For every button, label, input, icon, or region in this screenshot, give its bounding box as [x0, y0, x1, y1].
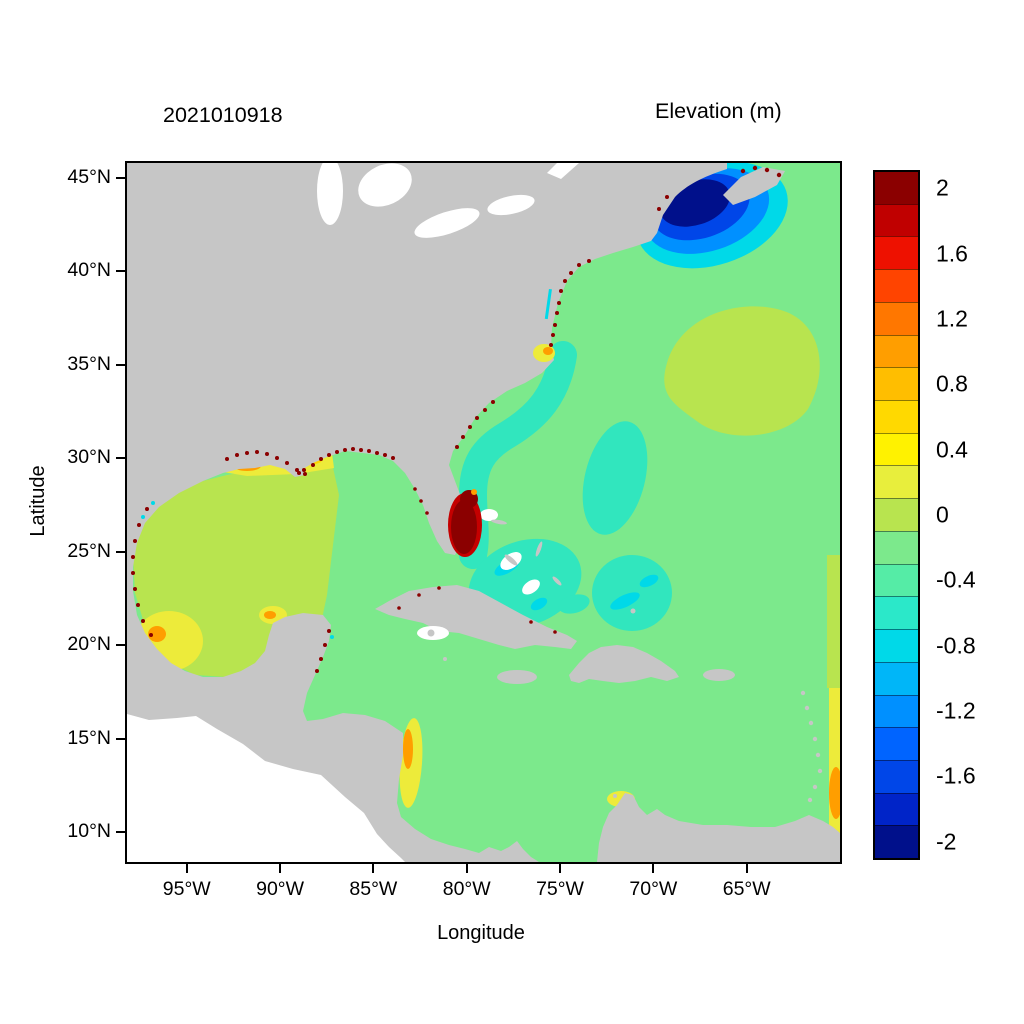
colorbar-segment [875, 334, 918, 368]
lon-tick [559, 864, 562, 873]
lake-michigan [317, 163, 343, 225]
colorbar-segment [875, 563, 918, 597]
colorbar-segment [875, 269, 918, 302]
lon-tick-label: 90°W [256, 878, 304, 900]
island-puerto-rico [703, 669, 735, 681]
florida-surge-anomaly [448, 489, 482, 557]
lon-tick-label: 80°W [442, 878, 491, 900]
island-hispaniola [569, 645, 679, 683]
colorbar-segment [875, 596, 918, 630]
x-axis-label: Longitude [437, 922, 525, 944]
lat-tick [116, 737, 125, 740]
lat-tick-label: 20°N [67, 633, 111, 656]
colorbar-tick-label: -0.4 [936, 566, 976, 593]
bank-florida-east [480, 509, 498, 521]
colorbar-segment [875, 465, 918, 499]
colorbar-segment [875, 727, 918, 760]
lat-tick [116, 550, 125, 553]
lat-tick-label: 30°N [67, 446, 111, 469]
lat-tick [116, 270, 125, 273]
lon-tick [745, 864, 748, 873]
colorbar-segment [875, 400, 918, 433]
map-plot-area [125, 161, 842, 864]
colorbar-tick-label: -2 [936, 828, 957, 855]
y-axis-label: Latitude [27, 465, 49, 537]
bahama-bank-south [522, 579, 540, 595]
colorbar-segment [875, 172, 918, 204]
colorbar-tick-label: 2 [936, 174, 949, 201]
colorbar-tick-label: -1.2 [936, 697, 976, 724]
lon-tick [279, 864, 282, 873]
atlantic-negative-tongue [582, 421, 648, 535]
lat-tick-label: 45°N [67, 165, 111, 188]
colorbar-segment [875, 301, 918, 335]
lat-tick [116, 176, 125, 179]
lon-tick-label: 95°W [162, 878, 211, 900]
pacific-ocean-mask [127, 714, 405, 862]
colorbar-tick-label: -1.6 [936, 762, 976, 789]
lon-tick-label: 75°W [536, 878, 584, 900]
lon-tick-label: 65°W [722, 878, 771, 900]
lon-tick [652, 864, 655, 873]
lat-tick-label: 25°N [67, 539, 111, 562]
no-data-white-regions [127, 163, 579, 862]
colorbar-segment [875, 432, 918, 466]
colorbar-segment [875, 759, 918, 793]
atlantic-positive-patch [664, 306, 820, 436]
st-lawrence [547, 163, 579, 179]
map-svg [127, 163, 840, 862]
lon-tick [185, 864, 188, 873]
lon-tick [465, 864, 468, 873]
land-nova-scotia [723, 167, 785, 205]
coastal-positive-spots [533, 344, 555, 362]
colorbar [873, 170, 920, 860]
lat-tick [116, 831, 125, 834]
colorbar-segment [875, 629, 918, 662]
colorbar-segment [875, 694, 918, 728]
lon-tick-label: 70°W [629, 878, 678, 900]
colorbar-segment [875, 792, 918, 826]
colorbar-tick-label: 0 [936, 501, 949, 528]
lake-huron [358, 163, 412, 207]
colorbar-segment [875, 825, 918, 859]
lake-erie [414, 208, 480, 238]
east-boundary-positive-strip [827, 555, 840, 688]
colorbar-tick-label: 0.8 [936, 370, 968, 397]
colorbar-segment [875, 203, 918, 237]
island-cuba [375, 585, 577, 649]
colorbar-tick-label: -0.8 [936, 632, 976, 659]
island-jamaica [497, 670, 537, 684]
lake-ontario [487, 194, 535, 216]
surge-core [451, 500, 477, 554]
colorbar-tick-label: 1.6 [936, 240, 968, 267]
lat-tick [116, 363, 125, 366]
lat-tick-label: 40°N [67, 259, 111, 282]
lon-tick-label: 85°W [349, 878, 398, 900]
lat-tick [116, 644, 125, 647]
elevation-title: Elevation (m) [655, 99, 782, 123]
lon-tick [372, 864, 375, 873]
lat-tick-label: 15°N [67, 726, 111, 749]
colorbar-segment [875, 498, 918, 531]
lat-tick-label: 35°N [67, 352, 111, 375]
coastal-red-specks [131, 165, 782, 673]
colorbar-tick-label: 1.2 [936, 305, 968, 332]
lat-tick [116, 457, 125, 460]
colorbar-segment [875, 530, 918, 564]
colorbar-segment [875, 236, 918, 270]
colorbar-tick-label: 0.4 [936, 436, 968, 463]
colorbar-segment [875, 367, 918, 401]
land-south-america [597, 793, 840, 862]
lat-tick-label: 10°N [67, 820, 111, 843]
colorbar-segment [875, 661, 918, 695]
timestamp-title: 2021010918 [163, 103, 283, 127]
small-islands [427, 519, 823, 803]
